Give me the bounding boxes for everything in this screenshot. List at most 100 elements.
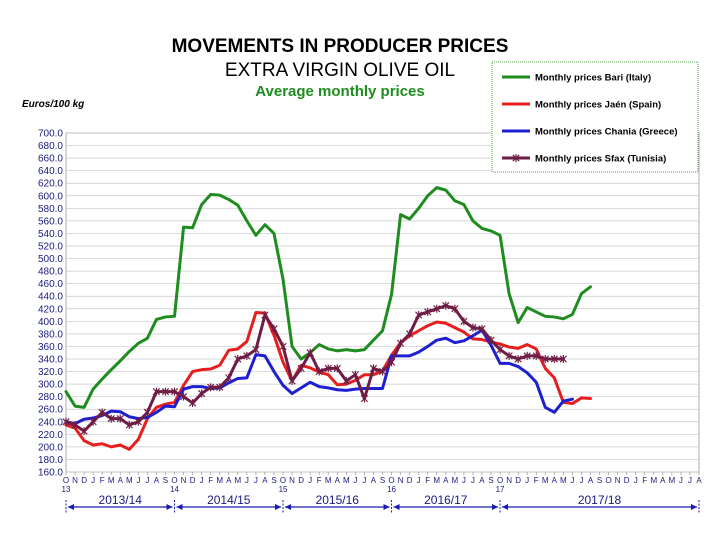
series-point xyxy=(116,414,124,423)
x-year-label: 17 xyxy=(496,485,505,494)
x-tick-label: N xyxy=(72,476,78,485)
x-tick-label: A xyxy=(154,476,160,485)
y-tick-label: 560.0 xyxy=(38,216,63,227)
series-point xyxy=(559,355,567,363)
series-point xyxy=(188,398,197,407)
x-tick-label: S xyxy=(488,476,493,485)
x-tick-label: A xyxy=(226,476,232,485)
series-point xyxy=(279,342,287,351)
x-tick-label: J xyxy=(570,476,574,485)
x-tick-label: N xyxy=(398,476,404,485)
series-point xyxy=(406,329,414,338)
series-point xyxy=(225,373,233,382)
series-point xyxy=(62,417,70,426)
y-tick-label: 220.0 xyxy=(38,430,63,441)
series-point xyxy=(80,427,88,436)
season-bar: 2013/14 2014/15 2015/16 2016/17 2017/18 xyxy=(65,493,700,514)
y-tick-label: 580.0 xyxy=(38,204,63,215)
series-point xyxy=(496,345,504,354)
legend-label: Monthly prices Sfax (Tunisia) xyxy=(535,154,666,165)
y-tick-label: 420.0 xyxy=(38,304,63,315)
x-tick-label: M xyxy=(325,476,332,485)
series-point xyxy=(198,389,206,398)
season-label: 2015/16 xyxy=(316,493,360,507)
chart-subtitle: EXTRA VIRGIN OLIVE OIL xyxy=(225,60,455,81)
series-point xyxy=(125,420,133,429)
series-point xyxy=(360,394,369,403)
series-point xyxy=(261,311,269,320)
x-tick-label: F xyxy=(425,476,430,485)
x-tick-label: M xyxy=(542,476,549,485)
season-arrow-right xyxy=(383,504,390,510)
series-point xyxy=(442,301,450,310)
x-tick-label: A xyxy=(696,476,702,485)
series-point xyxy=(71,420,79,429)
series xyxy=(64,186,592,409)
x-tick-label: D xyxy=(624,476,630,485)
x-tick-label: J xyxy=(353,476,357,485)
series-point xyxy=(179,392,188,401)
series-point xyxy=(252,345,260,354)
x-tick-label: D xyxy=(81,476,87,485)
series-point xyxy=(378,367,387,376)
series-point xyxy=(288,376,296,385)
series-point xyxy=(89,417,97,426)
x-tick-label: A xyxy=(262,476,268,485)
y-tick-label: 680.0 xyxy=(38,141,63,152)
x-tick-label: M xyxy=(669,476,676,485)
season-arrow-left xyxy=(285,504,292,510)
series-point xyxy=(451,304,459,313)
x-tick-label: O xyxy=(280,476,286,485)
series-point xyxy=(424,307,432,316)
season-arrow-left xyxy=(502,504,509,510)
x-tick-label: F xyxy=(642,476,647,485)
y-tick-label: 160.0 xyxy=(38,468,63,479)
series-point xyxy=(243,351,251,360)
series-point xyxy=(170,387,179,396)
legend-label: Monthly prices Chania (Greece) xyxy=(535,127,678,138)
season-label: 2016/17 xyxy=(424,493,468,507)
y-tick-label: 260.0 xyxy=(38,405,63,416)
series-point xyxy=(514,355,522,363)
series xyxy=(64,311,592,451)
series-point xyxy=(107,414,115,423)
x-tick-label: J xyxy=(136,476,140,485)
y-tick-label: 440.0 xyxy=(38,292,63,303)
y-tick-label: 180.0 xyxy=(38,455,63,466)
x-tick-label: J xyxy=(688,476,692,485)
legend: Monthly prices Bari (Italy) Monthly price… xyxy=(491,61,699,173)
x-tick-label: O xyxy=(63,476,69,485)
plot-area xyxy=(65,132,700,473)
series-point xyxy=(460,317,468,326)
series-point xyxy=(342,376,350,385)
x-tick-label: N xyxy=(506,476,512,485)
series-point xyxy=(523,351,531,360)
season-arrow-left xyxy=(176,504,183,510)
y-tick-label: 700.0 xyxy=(38,129,63,140)
x-tick-label: J xyxy=(462,476,466,485)
season-arrow-right xyxy=(275,504,282,510)
series-point xyxy=(216,383,224,392)
x-year-label: 14 xyxy=(170,485,179,494)
series-point xyxy=(550,355,558,363)
legend-label: Monthly prices Bari (Italy) xyxy=(535,73,651,84)
season-label: 2017/18 xyxy=(578,493,622,507)
x-tick-label: S xyxy=(597,476,602,485)
x-tick-label: S xyxy=(163,476,168,485)
x-tick-label: J xyxy=(145,476,149,485)
series-point xyxy=(306,348,314,357)
y-tick-label: 240.0 xyxy=(38,417,63,428)
x-tick-label: J xyxy=(634,476,638,485)
x-tick-label: A xyxy=(588,476,594,485)
series-point xyxy=(315,367,323,376)
x-tick-label: F xyxy=(208,476,213,485)
x-tick-label: J xyxy=(417,476,421,485)
series-point xyxy=(134,417,142,426)
x-tick-label: A xyxy=(118,476,124,485)
x-tick-label: O xyxy=(605,476,611,485)
x-tick-label: J xyxy=(254,476,258,485)
series-point xyxy=(270,324,278,333)
series-point xyxy=(152,387,161,396)
